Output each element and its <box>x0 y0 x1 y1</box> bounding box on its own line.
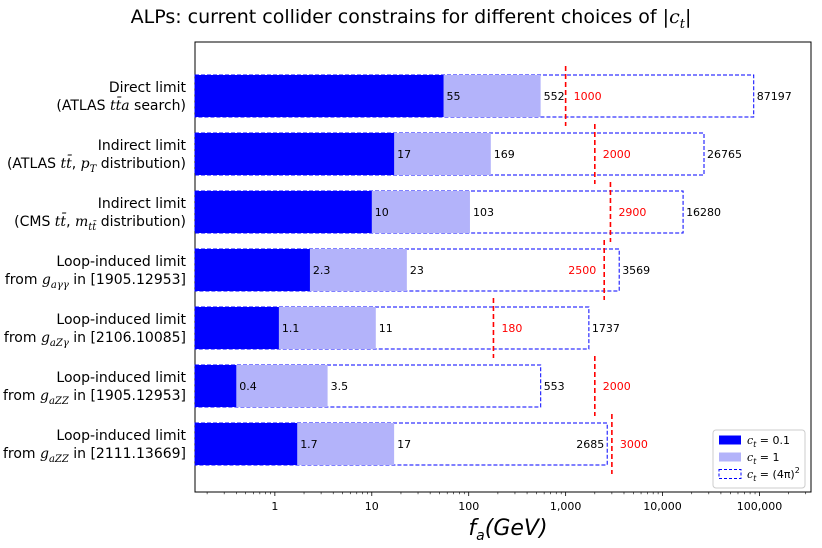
category-label: Indirect limit <box>98 196 187 212</box>
legend-swatch-ct-4pi2 <box>718 469 742 479</box>
value-label-ct-0.1: 55 <box>447 90 461 103</box>
bar-ct-0.1 <box>195 423 298 465</box>
value-label-ct-0.1: 2.3 <box>313 264 331 277</box>
value-label-marker: 2000 <box>603 148 631 161</box>
value-label-ct-4pi2: 16280 <box>686 206 721 219</box>
category-label: (ATLAS tt̄a search) <box>56 96 186 114</box>
x-axis-label: fa(GeV) <box>468 516 547 544</box>
value-label-ct-1: 169 <box>494 148 515 161</box>
category-label: from gaZZ in [1905.12953] <box>3 388 186 407</box>
value-label-ct-4pi2: 553 <box>544 380 565 393</box>
value-label-ct-4pi2: 2685 <box>576 438 604 451</box>
value-label-ct-1: 3.5 <box>331 380 349 393</box>
value-label-ct-4pi2: 1737 <box>592 322 620 335</box>
category-label: from gaγγ in [1905.12953] <box>5 272 186 291</box>
category-label: Direct limit <box>109 80 187 96</box>
x-tick-label: 10 <box>365 500 379 513</box>
category-label: (CMS tt̄, mtt̄ distribution) <box>14 212 186 233</box>
bar-ct-0.1 <box>195 249 310 291</box>
category-label: from gaZZ in [2111.13669] <box>3 446 186 465</box>
value-label-marker: 1000 <box>574 90 602 103</box>
category-group: 1.1 11 1737 180 Loop-induced limit from gaZγ … <box>4 298 620 358</box>
category-label: Indirect limit <box>98 138 187 154</box>
category-label: Loop-induced limit <box>56 428 186 444</box>
category-label: from gaZγ in [2106.10085] <box>4 330 186 349</box>
x-tick-label: 1,000 <box>550 500 582 513</box>
value-label-ct-4pi2: 26765 <box>707 148 742 161</box>
category-label: Loop-induced limit <box>56 312 186 328</box>
x-tick-label: 10,000 <box>643 500 682 513</box>
category-group: 55 552 87197 1000 Direct limit(ATLAS tt̄a se… <box>56 66 792 126</box>
x-tick-label: 1 <box>271 500 278 513</box>
category-label: Loop-induced limit <box>56 370 186 386</box>
bar-ct-0.1 <box>195 191 372 233</box>
value-label-ct-0.1: 1.7 <box>300 438 318 451</box>
bar-ct-0.1 <box>195 75 444 117</box>
value-label-ct-1: 23 <box>410 264 424 277</box>
category-group: 2.3 23 3569 2500 Loop-induced limit from gaγγ… <box>5 240 650 300</box>
legend-swatch-ct-1 <box>719 452 741 462</box>
value-label-ct-4pi2: 87197 <box>757 90 792 103</box>
bar-ct-0.1 <box>195 307 279 349</box>
category-group: 0.4 3.5 553 2000 Loop-induced limit from gaZZ… <box>3 356 631 416</box>
bar-ct-0.1 <box>195 133 395 175</box>
legend-swatch-ct-0.1 <box>719 435 741 445</box>
legend-label: ct = 0.1 <box>747 434 790 449</box>
legend-label: ct = (4π)2 <box>747 466 800 483</box>
category-label: (ATLAS tt̄, pT distribution) <box>7 154 186 175</box>
title-variable: c <box>669 6 680 28</box>
category-group: 1.7 17 2685 3000 Loop-induced limit from gaZZ… <box>3 414 648 474</box>
chart-title: ALPs: current collider constrains for di… <box>130 6 692 32</box>
value-label-ct-1: 17 <box>397 438 411 451</box>
x-tick-label: 100 <box>458 500 479 513</box>
x-tick-label: 100,000 <box>737 500 783 513</box>
category-group: 17 169 26765 2000 Indirect limit(ATLAS tt̄, … <box>7 124 742 184</box>
value-label-ct-0.1: 10 <box>375 206 389 219</box>
value-label-marker: 2900 <box>618 206 646 219</box>
value-label-marker: 180 <box>501 322 522 335</box>
category-group: 10 103 16280 2900 Indirect limit(CMS tt̄, mt… <box>14 182 721 242</box>
value-label-ct-0.1: 1.1 <box>282 322 300 335</box>
value-label-marker: 2500 <box>568 264 596 277</box>
legend: ct = 0.1 ct = 1ct = (4π)2 <box>712 429 806 489</box>
legend-label: ct = 1 <box>747 451 780 466</box>
value-label-marker: 3000 <box>620 438 648 451</box>
value-label-marker: 2000 <box>603 380 631 393</box>
value-label-ct-1: 11 <box>379 322 393 335</box>
value-label-ct-1: 103 <box>473 206 494 219</box>
bar-ct-0.1 <box>195 365 237 407</box>
value-label-ct-0.1: 0.4 <box>239 380 257 393</box>
category-label: Loop-induced limit <box>56 254 186 270</box>
value-label-ct-1: 552 <box>544 90 565 103</box>
value-label-ct-0.1: 17 <box>397 148 411 161</box>
value-label-ct-4pi2: 3569 <box>622 264 650 277</box>
